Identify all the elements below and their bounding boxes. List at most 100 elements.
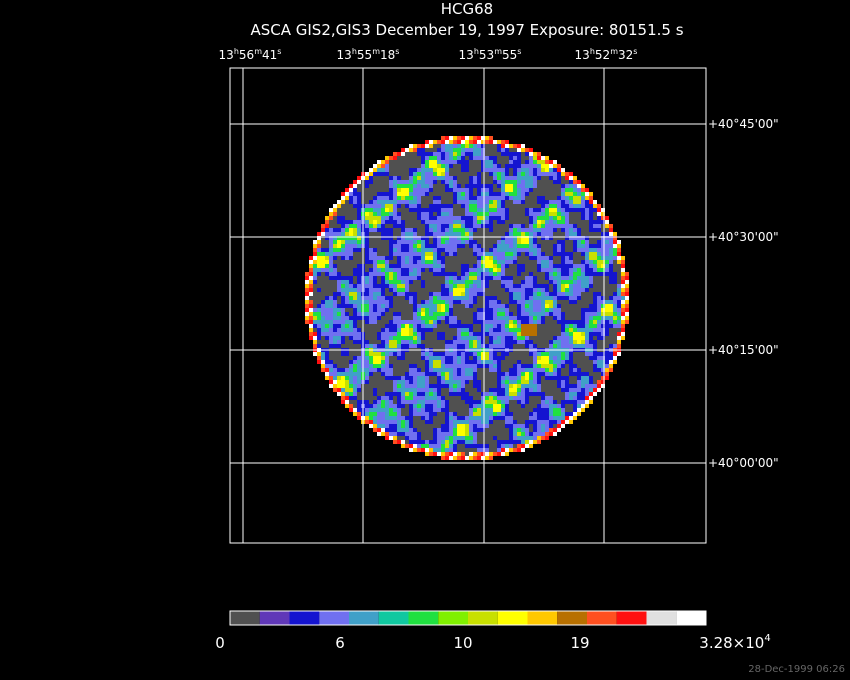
pixel (461, 276, 465, 280)
pixel (433, 424, 437, 428)
pixel (461, 324, 465, 328)
pixel (421, 188, 425, 192)
pixel (433, 352, 437, 356)
pixel (561, 240, 565, 244)
pixel (425, 316, 429, 320)
pixel (449, 236, 453, 240)
pixel (389, 408, 393, 412)
pixel (453, 340, 457, 344)
pixel (481, 296, 485, 300)
pixel (489, 416, 493, 420)
pixel (541, 240, 545, 244)
pixel (449, 220, 453, 224)
pixel (365, 356, 369, 360)
pixel (529, 356, 533, 360)
pixel (489, 264, 493, 268)
pixel (625, 300, 629, 304)
pixel (473, 216, 477, 220)
pixel (589, 256, 593, 260)
pixel (413, 204, 417, 208)
pixel (337, 296, 341, 300)
pixel (413, 240, 417, 244)
pixel (489, 272, 493, 276)
pixel (401, 396, 405, 400)
pixel (405, 360, 409, 364)
pixel (425, 328, 429, 332)
pixel (609, 292, 613, 296)
pixel (365, 236, 369, 240)
pixel (353, 248, 357, 252)
pixel (381, 364, 385, 368)
pixel (569, 352, 573, 356)
pixel (369, 288, 373, 292)
pixel (357, 416, 361, 420)
pixel (401, 260, 405, 264)
pixel (605, 312, 609, 316)
pixel (509, 332, 513, 336)
pixel (549, 200, 553, 204)
pixel (413, 160, 417, 164)
pixel (421, 232, 425, 236)
pixel (457, 288, 461, 292)
pixel (353, 316, 357, 320)
pixel (409, 344, 413, 348)
pixel (345, 388, 349, 392)
pixel (385, 380, 389, 384)
pixel (433, 172, 437, 176)
pixel (533, 336, 537, 340)
pixel (333, 360, 337, 364)
pixel (529, 428, 533, 432)
pixel (433, 356, 437, 360)
pixel (581, 336, 585, 340)
pixel (549, 180, 553, 184)
pixel (545, 184, 549, 188)
pixel (409, 384, 413, 388)
pixel (533, 240, 537, 244)
pixel (521, 164, 525, 168)
pixel (581, 228, 585, 232)
pixel (345, 312, 349, 316)
pixel (565, 264, 569, 268)
pixel (441, 364, 445, 368)
pixel (389, 204, 393, 208)
pixel (577, 412, 581, 416)
pixel (433, 256, 437, 260)
pixel (413, 380, 417, 384)
pixel (573, 212, 577, 216)
pixel (481, 412, 485, 416)
pixel (497, 180, 501, 184)
pixel (605, 352, 609, 356)
pixel (513, 404, 517, 408)
pixel (473, 276, 477, 280)
pixel (613, 324, 617, 328)
pixel (449, 252, 453, 256)
pixel (437, 184, 441, 188)
pixel (573, 304, 577, 308)
pixel (401, 244, 405, 248)
pixel (513, 152, 517, 156)
pixel (421, 236, 425, 240)
pixel (605, 304, 609, 308)
pixel (465, 420, 469, 424)
pixel (333, 376, 337, 380)
pixel (445, 432, 449, 436)
pixel (545, 168, 549, 172)
pixel (329, 352, 333, 356)
pixel (477, 388, 481, 392)
pixel (461, 156, 465, 160)
pixel (517, 240, 521, 244)
pixel (581, 304, 585, 308)
pixel (537, 412, 541, 416)
pixel (437, 288, 441, 292)
pixel (469, 172, 473, 176)
pixel (509, 284, 513, 288)
pixel (529, 332, 533, 336)
pixel (457, 432, 461, 436)
pixel (517, 308, 521, 312)
pixel (445, 172, 449, 176)
pixel (577, 312, 581, 316)
pixel (421, 356, 425, 360)
pixel (465, 304, 469, 308)
pixel (489, 300, 493, 304)
pixel (609, 344, 613, 348)
